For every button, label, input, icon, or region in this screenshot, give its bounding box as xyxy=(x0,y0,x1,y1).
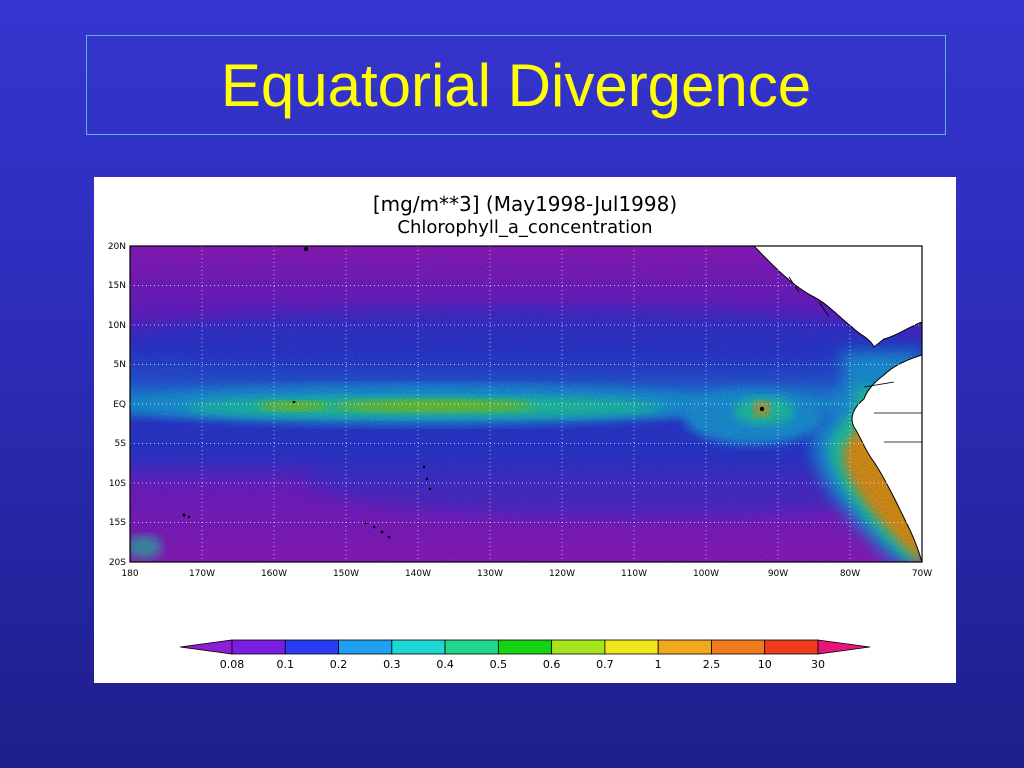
lon-tick-180: 180 xyxy=(121,569,138,579)
colorbar-label: 0.2 xyxy=(330,658,348,671)
map-svg: [mg/m**3] (May1998-Jul1998) Chlorophyll_… xyxy=(108,192,932,671)
lon-tick-150w: 150W xyxy=(333,569,359,579)
colorbar-box xyxy=(444,639,499,655)
colorbar-label: 2.5 xyxy=(703,658,721,671)
colorbar-label: 0.4 xyxy=(436,658,454,671)
lon-tick-100w: 100W xyxy=(693,569,719,579)
chlorophyll-field xyxy=(130,246,922,562)
lat-tick-20n: 20N xyxy=(108,242,126,252)
longitude-axis: 180 170W 160W 150W 140W 130W 120W 110W 1… xyxy=(121,569,932,579)
latitude-axis: 20N 15N 10N 5N EQ 5S 10S 15S 20S xyxy=(108,242,126,568)
chlorophyll-map-figure: [mg/m**3] (May1998-Jul1998) Chlorophyll_… xyxy=(94,177,956,683)
slide-title: Equatorial Divergence xyxy=(220,51,812,119)
colorbar-label: 1 xyxy=(655,658,662,671)
lat-tick-5s: 5S xyxy=(115,439,127,449)
lon-tick-110w: 110W xyxy=(621,569,647,579)
colorbar-label: 0.1 xyxy=(277,658,295,671)
colorbar-label: 0.6 xyxy=(543,658,561,671)
colorbar-label: 0.08 xyxy=(220,658,245,671)
colorbar-label: 10 xyxy=(758,658,772,671)
lat-tick-20s: 20S xyxy=(109,558,126,568)
lat-tick-15s: 15S xyxy=(109,518,126,528)
lat-tick-10n: 10N xyxy=(108,321,126,331)
colorbar-label: 0.3 xyxy=(383,658,401,671)
lat-tick-eq: EQ xyxy=(113,400,126,410)
colorbar-box xyxy=(231,639,286,655)
map-header-units: [mg/m**3] (May1998-Jul1998) xyxy=(373,192,677,216)
lat-tick-10s: 10S xyxy=(109,479,126,489)
lon-tick-70w: 70W xyxy=(912,569,932,579)
lon-tick-140w: 140W xyxy=(405,569,431,579)
map-gridlines xyxy=(130,246,922,562)
country-borders xyxy=(788,276,922,443)
map-frame xyxy=(129,245,923,563)
map-header-variable: Chlorophyll_a_concentration xyxy=(397,217,652,238)
colorbar-box xyxy=(391,639,446,655)
colorbar: 0.08 0.1 0.2 0.3 0.4 0.5 0.6 0.7 1 2.5 10 30 xyxy=(179,639,871,671)
land-central-america xyxy=(664,246,922,348)
title-box: Equatorial Divergence xyxy=(86,35,946,135)
lat-tick-5n: 5N xyxy=(114,360,126,370)
colorbar-box xyxy=(338,639,393,655)
colorbar-arrow-high xyxy=(817,639,871,655)
land-south-america xyxy=(851,354,922,562)
lon-tick-90w: 90W xyxy=(768,569,788,579)
colorbar-box xyxy=(497,639,553,655)
colorbar-label: 0.5 xyxy=(490,658,508,671)
colorbar-box xyxy=(551,639,606,655)
lon-tick-160w: 160W xyxy=(261,569,287,579)
lon-tick-120w: 120W xyxy=(549,569,575,579)
colorbar-box xyxy=(604,639,659,655)
colorbar-label: 30 xyxy=(811,658,825,671)
lon-tick-170w: 170W xyxy=(189,569,215,579)
colorbar-box xyxy=(657,639,712,655)
colorbar-box xyxy=(764,639,819,655)
lon-tick-130w: 130W xyxy=(477,569,503,579)
lat-tick-15n: 15N xyxy=(108,281,126,291)
colorbar-box xyxy=(711,639,766,655)
colorbar-label: 0.7 xyxy=(596,658,614,671)
colorbar-box xyxy=(284,639,339,655)
colorbar-arrow-low xyxy=(179,639,233,655)
lon-tick-80w: 80W xyxy=(840,569,860,579)
